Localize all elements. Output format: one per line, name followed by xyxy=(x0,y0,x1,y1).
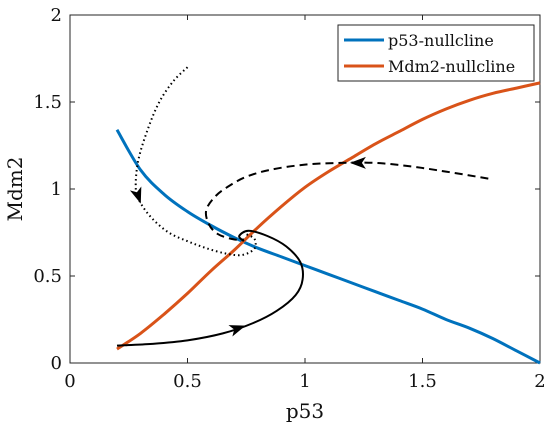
y-tick-label: 1.5 xyxy=(33,92,62,113)
trajectory-arrow-dashed xyxy=(349,156,366,169)
y-axis-label: Mdm2 xyxy=(3,157,27,222)
x-tick-label: 1 xyxy=(299,371,310,392)
x-axis-label: p53 xyxy=(286,399,324,423)
x-tick-label: 1.5 xyxy=(408,371,437,392)
series-layer xyxy=(115,81,541,365)
legend-box xyxy=(337,24,535,82)
x-tick-label: 0 xyxy=(64,371,75,392)
series-line-p53-nullcline xyxy=(115,129,541,365)
legend-label-mdm2-nullcline: Mdm2-nullcline xyxy=(388,57,515,76)
y-tick-label: 1 xyxy=(51,179,62,200)
y-tick-label: 2 xyxy=(51,5,62,26)
y-tick-label: 0 xyxy=(51,353,62,374)
trajectory-solid xyxy=(116,229,304,347)
trajectory-arrow-solid xyxy=(228,325,246,337)
trajectory-layer xyxy=(116,66,489,347)
series-line-mdm2-nullcline xyxy=(116,81,541,351)
trajectory-arrow-dotted xyxy=(129,186,142,204)
trajectory-dotted xyxy=(134,66,257,257)
y-tick-label: 0.5 xyxy=(33,266,62,287)
x-tick-label: 2 xyxy=(534,371,545,392)
axis-ticks: 0 0.5 1 1.5 2 0 0.5 1 1.5 2 xyxy=(33,5,545,392)
legend-label-p53-nullcline: p53-nullcline xyxy=(388,31,494,50)
x-tick-label: 0.5 xyxy=(173,371,202,392)
legend: p53-nullcline Mdm2-nullcline xyxy=(337,24,535,82)
